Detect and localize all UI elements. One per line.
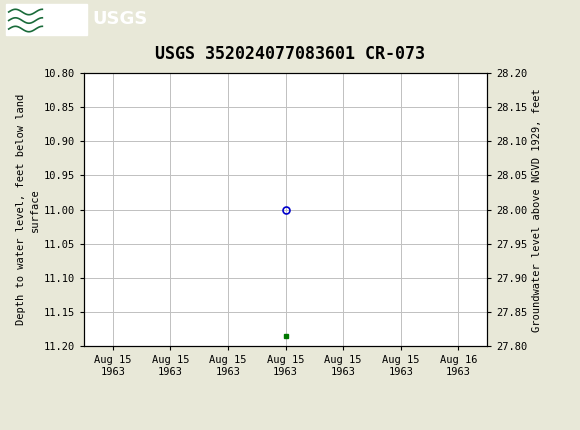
Text: USGS: USGS [93,10,148,28]
Y-axis label: Groundwater level above NGVD 1929, feet: Groundwater level above NGVD 1929, feet [532,88,542,332]
Text: USGS 352024077083601 CR-073: USGS 352024077083601 CR-073 [155,45,425,63]
Y-axis label: Depth to water level, feet below land
surface: Depth to water level, feet below land su… [16,94,39,325]
